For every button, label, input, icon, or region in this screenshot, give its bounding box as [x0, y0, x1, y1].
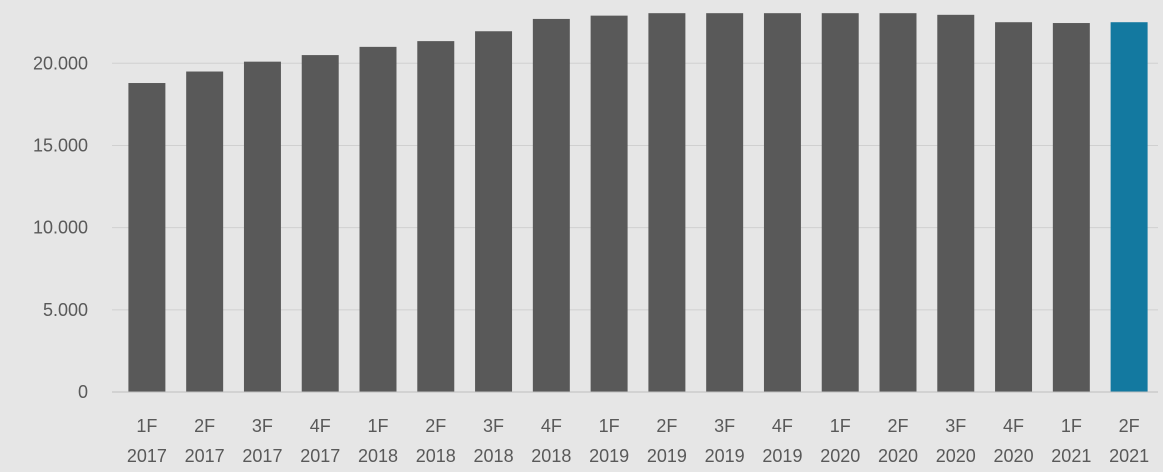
x-tick-label-year: 2017	[185, 446, 225, 466]
y-tick-label: 0	[78, 382, 88, 402]
x-tick-label-year: 2020	[994, 446, 1034, 466]
bar	[1052, 23, 1090, 393]
x-tick-label-period: 3F	[483, 416, 504, 436]
x-tick-label-year: 2018	[358, 446, 398, 466]
y-tick-label: 10.000	[33, 218, 88, 238]
bar	[937, 14, 975, 392]
bar	[706, 13, 744, 393]
x-tick-label-year: 2019	[647, 446, 687, 466]
bar	[590, 15, 628, 392]
bar	[763, 13, 801, 393]
bar	[995, 22, 1033, 392]
x-tick-label-period: 2F	[1119, 416, 1140, 436]
bar	[301, 55, 339, 393]
x-tick-label-period: 2F	[887, 416, 908, 436]
bar	[821, 13, 859, 393]
x-tick-label-year: 2017	[300, 446, 340, 466]
y-tick-label: 20.000	[33, 53, 88, 73]
bar	[475, 31, 513, 392]
y-axis-ticks: 0 5.000 10.000 15.000 20.000	[33, 53, 88, 402]
x-tick-label-period: 3F	[252, 416, 273, 436]
x-tick-label-year: 2017	[127, 446, 167, 466]
x-tick-label-period: 1F	[830, 416, 851, 436]
x-tick-label-year: 2018	[416, 446, 456, 466]
grid-lines	[112, 62, 1158, 311]
bar	[186, 71, 224, 393]
x-tick-label-period: 4F	[1003, 416, 1024, 436]
x-tick-label-year: 2020	[936, 446, 976, 466]
x-tick-label-period: 1F	[1061, 416, 1082, 436]
bar	[532, 18, 570, 393]
x-tick-label-period: 4F	[772, 416, 793, 436]
x-tick-label-period: 2F	[425, 416, 446, 436]
x-tick-label-year: 2018	[474, 446, 514, 466]
x-tick-label-year: 2021	[1051, 446, 1091, 466]
x-tick-label-year: 2019	[589, 446, 629, 466]
x-tick-label-year: 2020	[820, 446, 860, 466]
bars	[128, 13, 1148, 393]
x-tick-label-period: 1F	[367, 416, 388, 436]
x-tick-label-period: 3F	[714, 416, 735, 436]
bar	[359, 46, 397, 392]
x-tick-label-year: 2021	[1109, 446, 1149, 466]
x-tick-label-year: 2020	[878, 446, 918, 466]
x-tick-label-period: 4F	[541, 416, 562, 436]
x-tick-label-period: 1F	[599, 416, 620, 436]
x-tick-label-period: 2F	[194, 416, 215, 436]
x-tick-label-year: 2017	[242, 446, 282, 466]
bar	[417, 41, 455, 392]
x-tick-label-year: 2018	[531, 446, 571, 466]
bar	[648, 13, 686, 393]
bar	[243, 61, 281, 393]
x-tick-label-year: 2019	[705, 446, 745, 466]
x-tick-label-period: 1F	[136, 416, 157, 436]
x-axis-labels: 1F 2017 2F 2017 3F 2017 4F 2017 1F 2018 2F 2018 3F 20…	[127, 416, 1149, 466]
bar	[879, 13, 917, 393]
x-tick-label-period: 4F	[310, 416, 331, 436]
x-tick-label-year: 2019	[762, 446, 802, 466]
y-tick-label: 15.000	[33, 135, 88, 155]
x-tick-label-period: 2F	[656, 416, 677, 436]
x-tick-label-period: 3F	[945, 416, 966, 436]
bar	[128, 83, 166, 392]
y-tick-label: 5.000	[43, 300, 88, 320]
bar	[1110, 22, 1148, 392]
